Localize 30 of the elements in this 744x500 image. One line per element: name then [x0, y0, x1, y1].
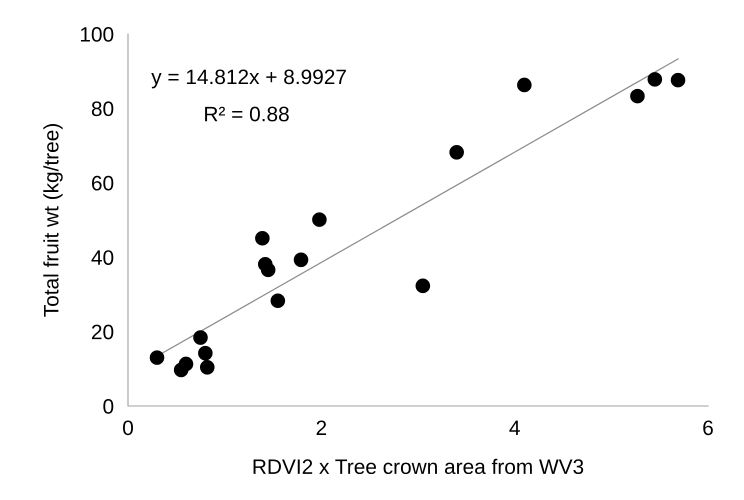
point	[270, 293, 286, 308]
point	[294, 252, 308, 268]
y-tick-label: 80	[92, 101, 114, 116]
x-axis-title: RDVI2 x Tree crown area from WV3	[254, 458, 584, 474]
x-tick-label: 6	[703, 420, 713, 436]
annotation: R² = 0.88	[205, 106, 289, 122]
point	[193, 330, 208, 345]
point	[648, 72, 662, 87]
y-axis-title: Total fruit wt (kg/tree)	[43, 124, 63, 317]
x-tick-label: 4	[509, 420, 520, 435]
point	[255, 230, 270, 246]
point	[198, 346, 213, 360]
x-tick-label: 0	[123, 420, 133, 436]
point	[670, 72, 686, 88]
x-tick-label: 2	[316, 420, 326, 435]
y-tick-label: 20	[92, 324, 114, 340]
point	[150, 350, 164, 365]
y-tick-label: 40	[91, 250, 114, 265]
y-tick-label: 0	[103, 399, 114, 414]
point	[200, 360, 215, 375]
annotation: y = 14.812x + 8.9927	[151, 69, 346, 88]
point	[416, 278, 430, 294]
point	[630, 88, 645, 104]
point	[260, 262, 276, 278]
y-tick-label: 100	[80, 27, 114, 42]
point	[178, 356, 194, 372]
point	[449, 145, 464, 160]
point	[517, 78, 532, 92]
point	[312, 212, 327, 227]
y-tick-label: 60	[92, 176, 114, 191]
